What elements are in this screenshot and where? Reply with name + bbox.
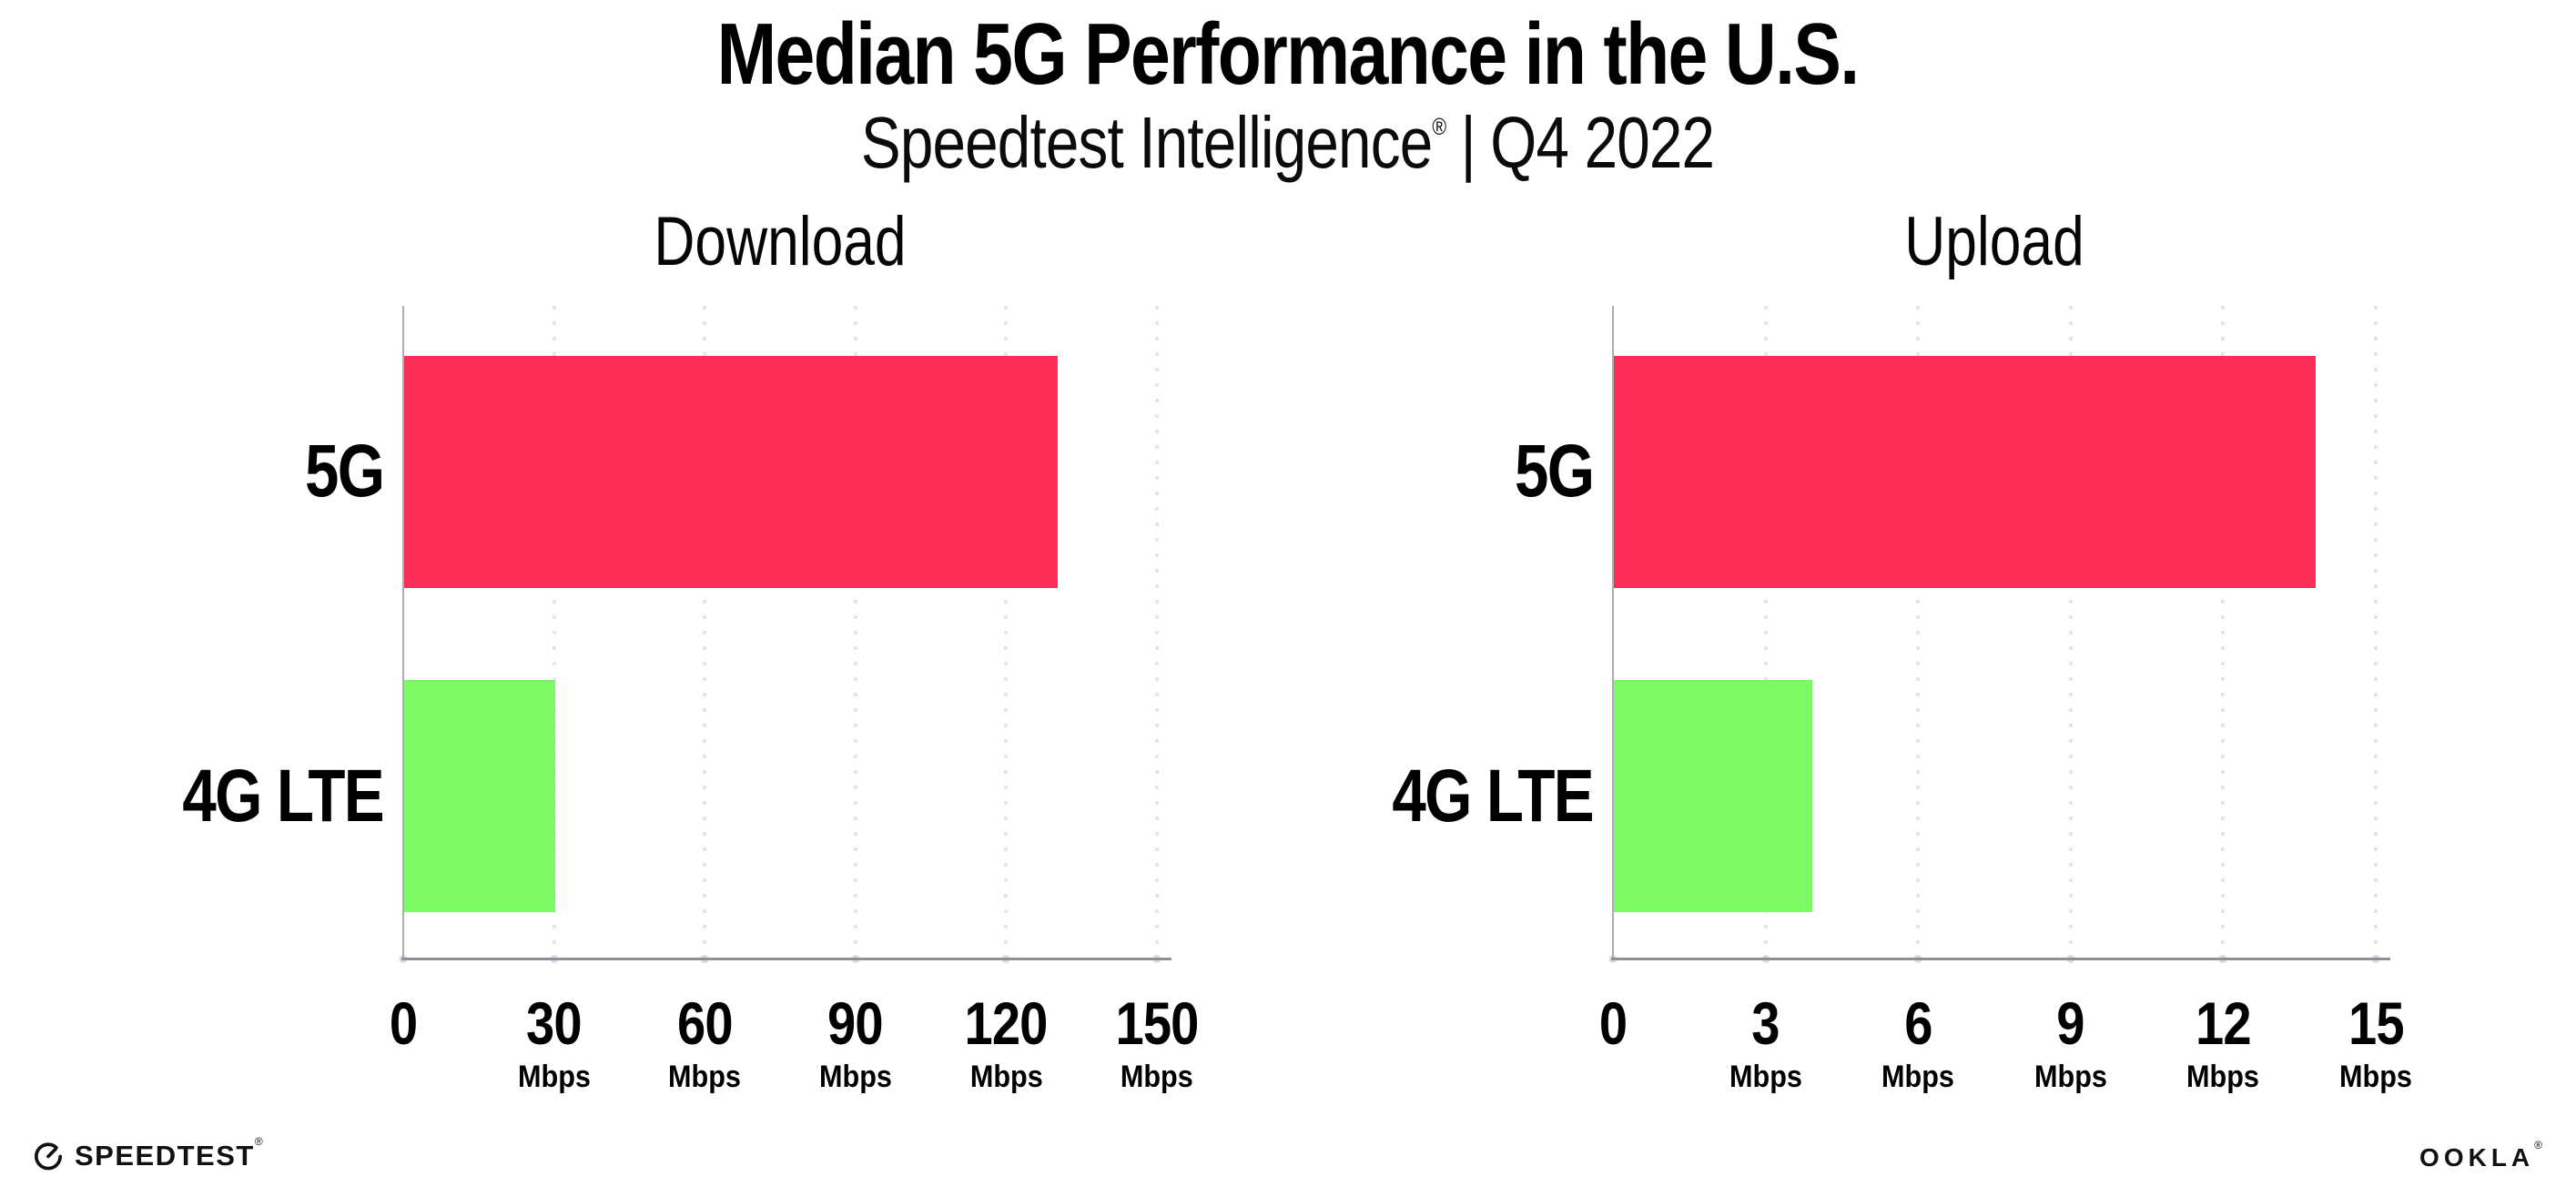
speedtest-logo: SPEEDTEST® xyxy=(33,1134,265,1172)
x-tick-label: 0 xyxy=(1597,993,1629,1053)
subtitle-period: Q4 2022 xyxy=(1490,101,1716,183)
x-tick-value: 6 xyxy=(1904,989,1932,1057)
x-tick-label: 6 Mbps xyxy=(1878,993,1959,1092)
ookla-wordmark: OOKLA xyxy=(2419,1143,2535,1172)
bar-4g-lte xyxy=(1614,680,1812,913)
page-subtitle: Speedtest Intelligence® | Q4 2022 xyxy=(0,106,2576,179)
speedtest-registered-icon: ® xyxy=(254,1134,265,1148)
x-tick-unit: Mbps xyxy=(1729,1060,1802,1094)
category-label-5g: 5G xyxy=(304,430,385,513)
x-tick-value: 0 xyxy=(1598,989,1628,1057)
page-title: Median 5G Performance in the U.S. xyxy=(0,5,2576,103)
page-title-text: Median 5G Performance in the U.S. xyxy=(717,5,1860,103)
x-tick-label: 3 Mbps xyxy=(1725,993,1806,1092)
gridline xyxy=(552,306,556,959)
ookla-registered-icon: ® xyxy=(2534,1139,2547,1151)
x-tick-value: 30 xyxy=(526,989,583,1057)
registered-mark-icon: ® xyxy=(1432,113,1447,141)
gridline xyxy=(1763,306,1768,959)
x-tick-value: 12 xyxy=(2196,989,2252,1057)
bar-4g-lte xyxy=(404,680,555,913)
x-tick-unit: Mbps xyxy=(1121,1060,1193,1094)
gridline xyxy=(853,306,857,959)
chart-title-upload: Upload xyxy=(1904,203,2084,280)
gridline xyxy=(1004,306,1009,959)
subtitle-brand: Speedtest Intelligence xyxy=(861,101,1433,183)
bar-5g xyxy=(404,355,1058,588)
x-tick-unit: Mbps xyxy=(2186,1060,2260,1094)
speedtest-gauge-icon xyxy=(33,1140,64,1171)
x-tick-label: 9 Mbps xyxy=(2030,993,2111,1092)
x-tick-label: 120 Mbps xyxy=(958,993,1055,1092)
y-axis-line xyxy=(1612,306,1614,959)
x-tick-label: 15 Mbps xyxy=(2336,993,2417,1092)
x-tick-unit: Mbps xyxy=(969,1060,1043,1094)
x-tick-value: 9 xyxy=(2056,989,2085,1057)
x-tick-value: 150 xyxy=(1115,989,1199,1057)
gridline xyxy=(1155,306,1159,959)
x-tick-label: 150 Mbps xyxy=(1108,993,1205,1092)
gridline xyxy=(1916,306,1921,959)
chart-title-download: Download xyxy=(654,203,907,280)
bar-5g xyxy=(1614,355,2316,588)
x-tick-unit: Mbps xyxy=(2339,1060,2412,1094)
x-tick-unit: Mbps xyxy=(1881,1060,1955,1094)
category-label-4g-lte: 4G LTE xyxy=(1392,754,1594,837)
gridline xyxy=(2068,306,2073,959)
category-label-4g-lte: 4G LTE xyxy=(182,754,384,837)
x-tick-label: 12 Mbps xyxy=(2183,993,2264,1092)
gridline xyxy=(2221,306,2226,959)
x-tick-label: 0 xyxy=(387,993,420,1053)
x-tick-value: 15 xyxy=(2348,989,2405,1057)
x-tick-value: 3 xyxy=(1751,989,1780,1057)
x-tick-unit: Mbps xyxy=(517,1060,591,1094)
gridline xyxy=(2374,306,2378,959)
x-tick-unit: Mbps xyxy=(668,1060,742,1094)
header: Median 5G Performance in the U.S. Speedt… xyxy=(0,5,2576,179)
speedtest-wordmark: SPEEDTEST® xyxy=(75,1134,265,1172)
subtitle-separator: | xyxy=(1461,101,1476,183)
x-tick-label: 90 Mbps xyxy=(815,993,896,1092)
category-label-5g: 5G xyxy=(1514,430,1595,513)
y-axis-line xyxy=(402,306,404,959)
chart-panel-download: Download 0 30 Mbps 60 Mbps 90 Mbps 120 Mbps 150 Mb… xyxy=(182,208,1199,1093)
x-tick-value: 90 xyxy=(827,989,884,1057)
ookla-logo: OOKLA® xyxy=(2419,1140,2547,1172)
x-tick-unit: Mbps xyxy=(818,1060,892,1094)
x-tick-label: 30 Mbps xyxy=(513,993,594,1092)
x-axis-line xyxy=(1611,958,2390,960)
x-tick-value: 60 xyxy=(676,989,734,1057)
x-axis-line xyxy=(401,958,1171,960)
gridline xyxy=(703,306,707,959)
x-tick-label: 60 Mbps xyxy=(664,993,745,1092)
chart-panel-upload: Upload 0 3 Mbps 6 Mbps 9 Mbps 12 Mbps 15 Mbps 5G 4G … xyxy=(1392,208,2412,1093)
x-tick-value: 120 xyxy=(964,989,1049,1057)
x-tick-value: 0 xyxy=(389,989,418,1057)
x-tick-unit: Mbps xyxy=(2033,1060,2107,1094)
